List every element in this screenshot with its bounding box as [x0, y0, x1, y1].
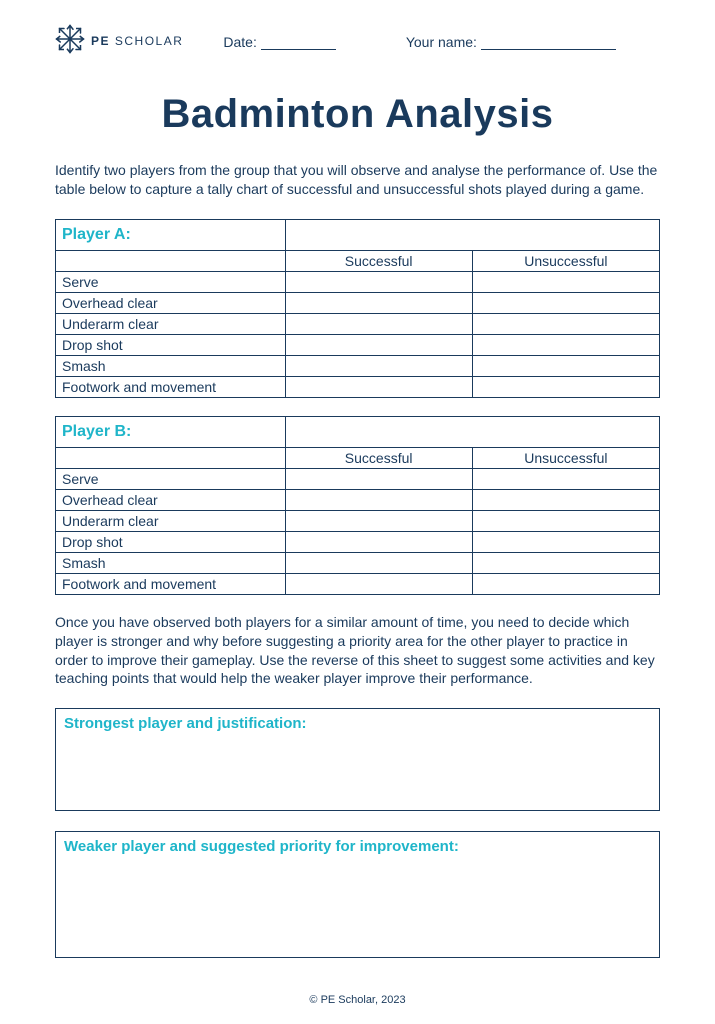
player-label: Player B:	[56, 416, 286, 447]
tally-cell-successful[interactable]	[285, 334, 472, 355]
tally-cell-successful[interactable]	[285, 313, 472, 334]
table-row: Footwork and movement	[56, 573, 660, 594]
strongest-player-box[interactable]: Strongest player and justification:	[55, 708, 660, 811]
skill-label: Smash	[56, 552, 286, 573]
col-header-successful: Successful	[285, 250, 472, 271]
logo-text: PE SCHOLAR	[91, 34, 183, 48]
table-row: Footwork and movement	[56, 376, 660, 397]
weaker-player-input-area[interactable]	[64, 855, 651, 951]
skill-label: Overhead clear	[56, 292, 286, 313]
table-row: Smash	[56, 552, 660, 573]
name-label: Your name:	[406, 34, 477, 50]
col-header-successful: Successful	[285, 447, 472, 468]
skill-label: Serve	[56, 271, 286, 292]
table-row: Underarm clear	[56, 510, 660, 531]
tally-cell-successful[interactable]	[285, 552, 472, 573]
table-row: Serve	[56, 271, 660, 292]
tally-cell-successful[interactable]	[285, 573, 472, 594]
tally-cell-unsuccessful[interactable]	[472, 313, 659, 334]
footer-copyright: © PE Scholar, 2023	[0, 994, 715, 1006]
tally-cell-successful[interactable]	[285, 376, 472, 397]
skill-label: Serve	[56, 468, 286, 489]
skill-label: Underarm clear	[56, 510, 286, 531]
intro-text: Identify two players from the group that…	[55, 161, 660, 199]
table-row: Drop shot	[56, 334, 660, 355]
tally-cell-successful[interactable]	[285, 468, 472, 489]
page-header: PE SCHOLAR Date: Your name:	[55, 20, 660, 62]
skill-label: Footwork and movement	[56, 376, 286, 397]
table-row: Underarm clear	[56, 313, 660, 334]
tally-cell-unsuccessful[interactable]	[472, 355, 659, 376]
blank-corner	[56, 447, 286, 468]
tally-cell-unsuccessful[interactable]	[472, 489, 659, 510]
tally-table-player-b: Player B:SuccessfulUnsuccessful ServeOver…	[55, 416, 660, 595]
player-label: Player A:	[56, 219, 286, 250]
skill-label: Overhead clear	[56, 489, 286, 510]
date-field[interactable]: Date:	[223, 34, 335, 50]
name-input-line[interactable]	[481, 49, 616, 50]
date-input-line[interactable]	[261, 49, 336, 50]
table-row: Overhead clear	[56, 292, 660, 313]
player-name-cell[interactable]	[285, 219, 659, 250]
tally-cell-successful[interactable]	[285, 271, 472, 292]
weaker-player-label: Weaker player and suggested priority for…	[64, 838, 651, 855]
tally-cell-unsuccessful[interactable]	[472, 376, 659, 397]
table-row: Smash	[56, 355, 660, 376]
table-row: Serve	[56, 468, 660, 489]
skill-label: Drop shot	[56, 334, 286, 355]
header-fields: Date: Your name:	[223, 32, 660, 50]
tally-cell-successful[interactable]	[285, 531, 472, 552]
tally-cell-unsuccessful[interactable]	[472, 531, 659, 552]
skill-label: Footwork and movement	[56, 573, 286, 594]
snowflake-icon	[55, 24, 85, 59]
skill-label: Smash	[56, 355, 286, 376]
page-title: Badminton Analysis	[55, 92, 660, 137]
table-row: Overhead clear	[56, 489, 660, 510]
strongest-player-input-area[interactable]	[64, 732, 651, 804]
tally-cell-unsuccessful[interactable]	[472, 271, 659, 292]
skill-label: Underarm clear	[56, 313, 286, 334]
tally-cell-successful[interactable]	[285, 292, 472, 313]
tally-cell-unsuccessful[interactable]	[472, 573, 659, 594]
tally-cell-unsuccessful[interactable]	[472, 510, 659, 531]
tally-cell-successful[interactable]	[285, 489, 472, 510]
tally-cell-unsuccessful[interactable]	[472, 468, 659, 489]
table-row: Drop shot	[56, 531, 660, 552]
player-name-cell[interactable]	[285, 416, 659, 447]
weaker-player-box[interactable]: Weaker player and suggested priority for…	[55, 831, 660, 958]
tally-cell-unsuccessful[interactable]	[472, 292, 659, 313]
strongest-player-label: Strongest player and justification:	[64, 715, 651, 732]
logo: PE SCHOLAR	[55, 24, 183, 59]
skill-label: Drop shot	[56, 531, 286, 552]
tally-table-player-a: Player A:SuccessfulUnsuccessful ServeOver…	[55, 219, 660, 398]
tally-cell-successful[interactable]	[285, 355, 472, 376]
name-field[interactable]: Your name:	[406, 34, 616, 50]
col-header-unsuccessful: Unsuccessful	[472, 447, 659, 468]
mid-instructions: Once you have observed both players for …	[55, 613, 660, 689]
tally-cell-successful[interactable]	[285, 510, 472, 531]
date-label: Date:	[223, 34, 256, 50]
col-header-unsuccessful: Unsuccessful	[472, 250, 659, 271]
tally-cell-unsuccessful[interactable]	[472, 334, 659, 355]
tally-cell-unsuccessful[interactable]	[472, 552, 659, 573]
blank-corner	[56, 250, 286, 271]
